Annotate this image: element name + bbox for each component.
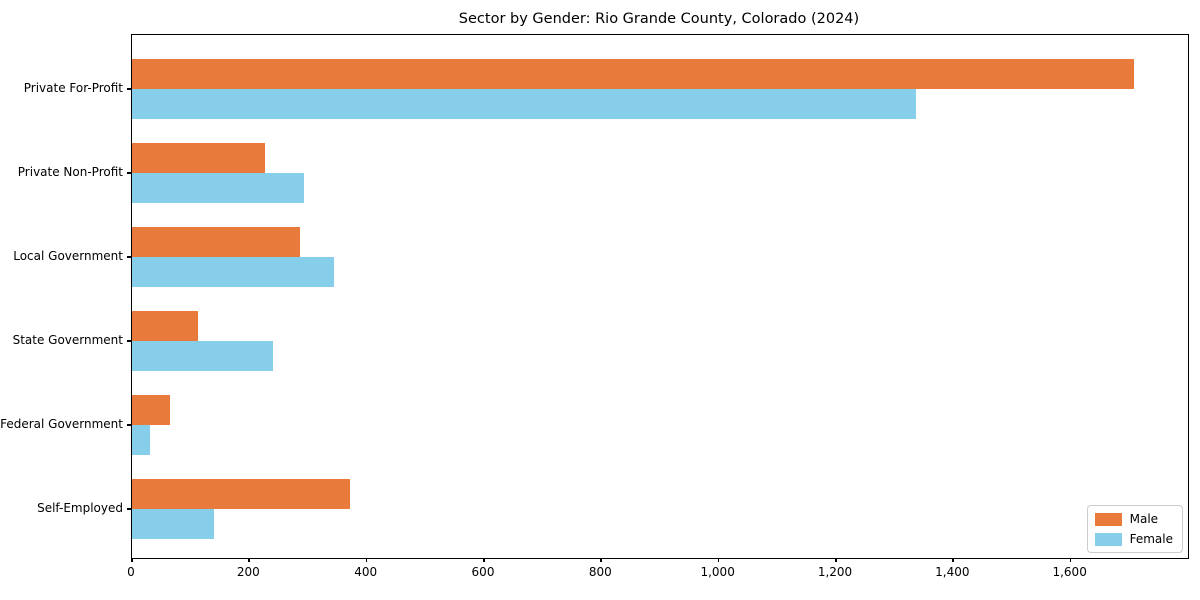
- legend-label: Female: [1129, 532, 1173, 546]
- xtick-mark: [365, 558, 368, 562]
- xtick-label: 1,600: [1052, 565, 1087, 579]
- xtick-label: 800: [588, 565, 612, 579]
- ytick-mark: [127, 508, 131, 510]
- legend: Male Female: [1086, 505, 1183, 553]
- ytick-label: Private For-Profit: [23, 81, 123, 95]
- xtick-mark: [600, 558, 602, 562]
- xtick-label: 600: [471, 565, 495, 579]
- ytick-label: Local Government: [13, 249, 123, 263]
- xtick-mark: [483, 558, 485, 562]
- bar-female-self-employed: [132, 509, 215, 539]
- legend-item-male: Male: [1094, 512, 1173, 526]
- bar-male-private-for-profit: [132, 59, 1134, 89]
- xtick-label: 1,200: [817, 565, 853, 579]
- xtick-label: 400: [354, 565, 378, 579]
- ytick-mark: [127, 88, 131, 90]
- xtick-mark: [131, 558, 133, 562]
- bar-male-self-employed: [132, 479, 350, 509]
- ytick-mark: [127, 424, 131, 426]
- xtick-mark: [1069, 558, 1072, 562]
- legend-swatch-female: [1094, 532, 1122, 546]
- bar-male-local-government: [132, 227, 300, 257]
- bar-male-state-government: [132, 311, 198, 341]
- ytick-label: Federal Government: [0, 417, 123, 431]
- legend-swatch-male: [1094, 512, 1122, 526]
- plot-area: Male Female: [131, 34, 1189, 559]
- bar-male-private-non-profit: [132, 143, 266, 173]
- ytick-label: Self-Employed: [37, 501, 123, 515]
- bar-female-federal-government: [132, 425, 151, 455]
- xtick-label: 1,000: [700, 565, 735, 579]
- bar-female-private-non-profit: [132, 173, 304, 203]
- ytick-mark: [127, 256, 131, 258]
- bar-female-state-government: [132, 341, 274, 371]
- ytick-label: Private Non-Profit: [17, 165, 123, 179]
- legend-item-female: Female: [1094, 532, 1173, 546]
- xtick-mark: [952, 558, 954, 562]
- bar-female-private-for-profit: [132, 89, 917, 119]
- xtick-mark: [248, 558, 250, 562]
- xtick-mark: [717, 558, 720, 562]
- bar-male-federal-government: [132, 395, 171, 425]
- ytick-mark: [127, 172, 131, 174]
- ytick-mark: [127, 340, 131, 342]
- xtick-label: 0: [127, 565, 135, 579]
- xtick-label: 200: [236, 565, 260, 579]
- chart-title: Sector by Gender: Rio Grande County, Col…: [458, 11, 860, 27]
- legend-label: Male: [1129, 512, 1159, 526]
- bar-female-local-government: [132, 257, 334, 287]
- xtick-label: 1,400: [935, 565, 970, 579]
- xtick-mark: [835, 558, 837, 562]
- ytick-label: State Government: [12, 333, 123, 347]
